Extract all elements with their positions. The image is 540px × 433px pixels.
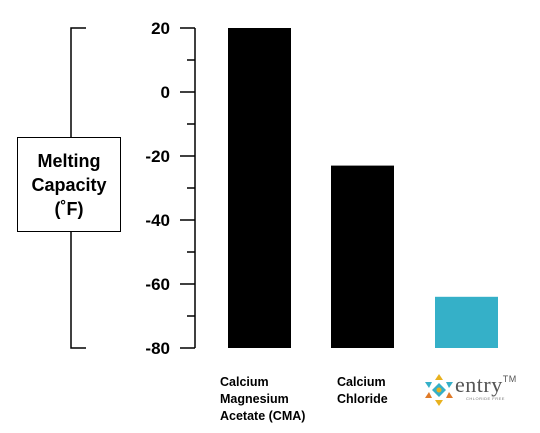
category-label-line: Acetate (CMA) xyxy=(220,409,306,423)
entry-logo: entryTM CHLORIDE FREE xyxy=(422,372,532,412)
y-axis-label-line-2: Capacity xyxy=(31,174,107,195)
y-label-bracket xyxy=(70,27,86,349)
y-axis-label: Melting Capacity (˚F) xyxy=(17,137,121,232)
y-tick-label: -80 xyxy=(145,339,170,358)
y-tick-label: -40 xyxy=(145,211,170,230)
y-tick-label: -60 xyxy=(145,275,170,294)
category-label-calcium-chloride: Calcium Chloride xyxy=(337,374,388,408)
category-label-line: Calcium xyxy=(220,375,269,389)
logo-subtext: CHLORIDE FREE xyxy=(466,396,505,401)
y-tick-label: -20 xyxy=(145,147,170,166)
y-axis-label-line-1: Melting xyxy=(37,150,101,171)
bar xyxy=(331,165,394,348)
logo-wordmark: entryTM xyxy=(455,372,517,397)
bar xyxy=(435,296,498,348)
y-tick-label: 0 xyxy=(161,83,170,102)
y-tick-label: 20 xyxy=(151,19,170,38)
category-label-cma: Calcium Magnesium Acetate (CMA) xyxy=(220,374,305,425)
category-label-line: Chloride xyxy=(337,392,388,406)
category-label-line: Calcium xyxy=(337,375,386,389)
y-axis-label-line-3: (˚F) xyxy=(54,198,84,219)
category-label-line: Magnesium xyxy=(220,392,289,406)
bar xyxy=(228,28,291,348)
snowflake-icon xyxy=(425,374,453,406)
